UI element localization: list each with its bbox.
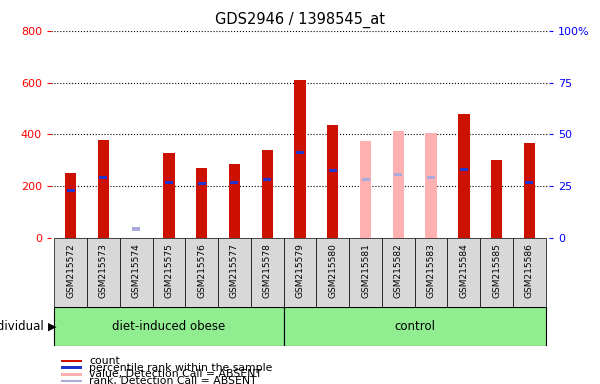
Text: GSM215581: GSM215581 [361, 243, 370, 298]
Text: GSM215582: GSM215582 [394, 243, 403, 298]
Bar [163, 152, 175, 238]
Bar [448, 238, 480, 307]
Bar [526, 181, 533, 184]
Bar [480, 238, 513, 307]
Bar [165, 181, 173, 184]
Bar [87, 238, 120, 307]
Bar [61, 359, 82, 362]
Bar [132, 227, 140, 230]
Bar [392, 131, 404, 238]
Text: control: control [394, 320, 435, 333]
Bar [524, 144, 535, 238]
Bar [296, 151, 304, 154]
Text: GSM215586: GSM215586 [525, 243, 534, 298]
Bar [98, 139, 109, 238]
Bar [460, 168, 468, 171]
Bar [458, 114, 470, 238]
Text: GSM215585: GSM215585 [492, 243, 501, 298]
Bar [67, 189, 74, 192]
Text: ▶: ▶ [48, 321, 56, 331]
Bar [284, 238, 316, 307]
Bar [316, 238, 349, 307]
Bar [294, 80, 306, 238]
Text: percentile rank within the sample: percentile rank within the sample [89, 362, 272, 372]
Bar [229, 164, 240, 238]
Bar [427, 175, 435, 179]
Bar [230, 181, 238, 184]
Bar [61, 373, 82, 376]
Text: rank, Detection Call = ABSENT: rank, Detection Call = ABSENT [89, 376, 257, 384]
Text: GSM215579: GSM215579 [296, 243, 305, 298]
Text: GSM215576: GSM215576 [197, 243, 206, 298]
Text: GSM215580: GSM215580 [328, 243, 337, 298]
Bar [251, 238, 284, 307]
Bar [349, 238, 382, 307]
Bar [100, 175, 107, 179]
Text: individual: individual [0, 320, 45, 333]
Bar [327, 125, 338, 238]
Bar [197, 182, 206, 185]
Title: GDS2946 / 1398545_at: GDS2946 / 1398545_at [215, 12, 385, 28]
Bar [362, 178, 370, 181]
Bar [196, 168, 208, 238]
Bar [263, 178, 271, 181]
Bar [425, 133, 437, 238]
Text: GSM215575: GSM215575 [164, 243, 173, 298]
Bar [120, 238, 152, 307]
Bar [360, 141, 371, 238]
Bar [262, 150, 273, 238]
Bar [65, 173, 76, 238]
Text: count: count [89, 356, 120, 366]
Bar [218, 238, 251, 307]
Text: GSM215574: GSM215574 [131, 243, 140, 298]
Bar [54, 238, 87, 307]
Text: GSM215573: GSM215573 [99, 243, 108, 298]
Text: GSM215584: GSM215584 [460, 243, 469, 298]
Bar [329, 169, 337, 172]
Bar [54, 307, 284, 346]
Text: value, Detection Call = ABSENT: value, Detection Call = ABSENT [89, 369, 262, 379]
Bar [513, 238, 546, 307]
Text: GSM215577: GSM215577 [230, 243, 239, 298]
Bar [152, 238, 185, 307]
Bar [415, 238, 448, 307]
Text: diet-induced obese: diet-induced obese [112, 320, 226, 333]
Text: GSM215583: GSM215583 [427, 243, 436, 298]
Bar [61, 366, 82, 369]
Bar [382, 238, 415, 307]
Text: GSM215572: GSM215572 [66, 243, 75, 298]
Bar [394, 173, 403, 176]
Bar [491, 161, 502, 238]
Bar [185, 238, 218, 307]
Bar [61, 380, 82, 382]
Bar [284, 307, 546, 346]
Text: GSM215578: GSM215578 [263, 243, 272, 298]
